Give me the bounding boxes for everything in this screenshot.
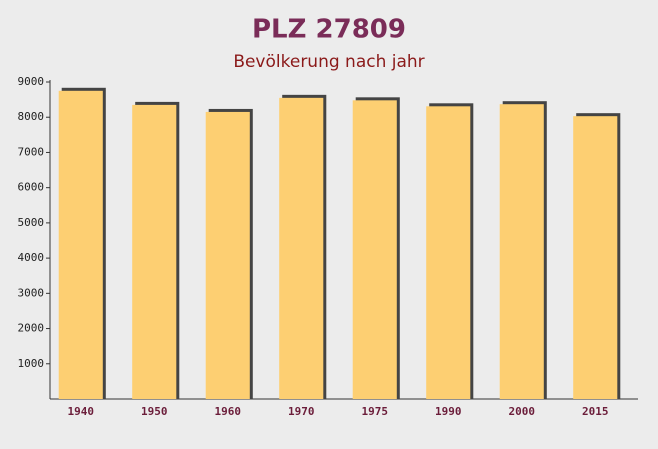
y-tick-label: 7000	[18, 145, 45, 158]
y-tick-label: 9000	[18, 75, 45, 88]
bar	[352, 100, 397, 399]
y-tick-label: 5000	[18, 216, 45, 229]
x-tick-label: 1960	[215, 405, 242, 418]
x-tick-label: 2000	[509, 405, 536, 418]
x-tick-label: 1990	[435, 405, 462, 418]
y-tick-label: 2000	[18, 322, 45, 335]
y-tick-label: 8000	[18, 110, 45, 123]
x-tick-label: 1950	[141, 405, 168, 418]
bar	[499, 104, 544, 399]
x-tick-label: 2015	[582, 405, 609, 418]
y-tick-label: 4000	[18, 251, 45, 264]
bar	[279, 97, 324, 399]
x-tick-label: 1970	[288, 405, 315, 418]
bar	[205, 111, 250, 399]
bar	[573, 116, 618, 399]
chart-title: PLZ 27809	[252, 15, 406, 45]
y-tick-label: 3000	[18, 286, 45, 299]
y-tick-label: 6000	[18, 181, 45, 194]
bar	[132, 104, 177, 400]
chart-subtitle: Bevölkerung nach jahr	[233, 52, 424, 72]
bar	[426, 106, 471, 399]
x-tick-label: 1975	[362, 405, 389, 418]
x-tick-label: 1940	[68, 405, 95, 418]
y-tick-label: 1000	[18, 357, 45, 370]
bar	[58, 90, 103, 400]
